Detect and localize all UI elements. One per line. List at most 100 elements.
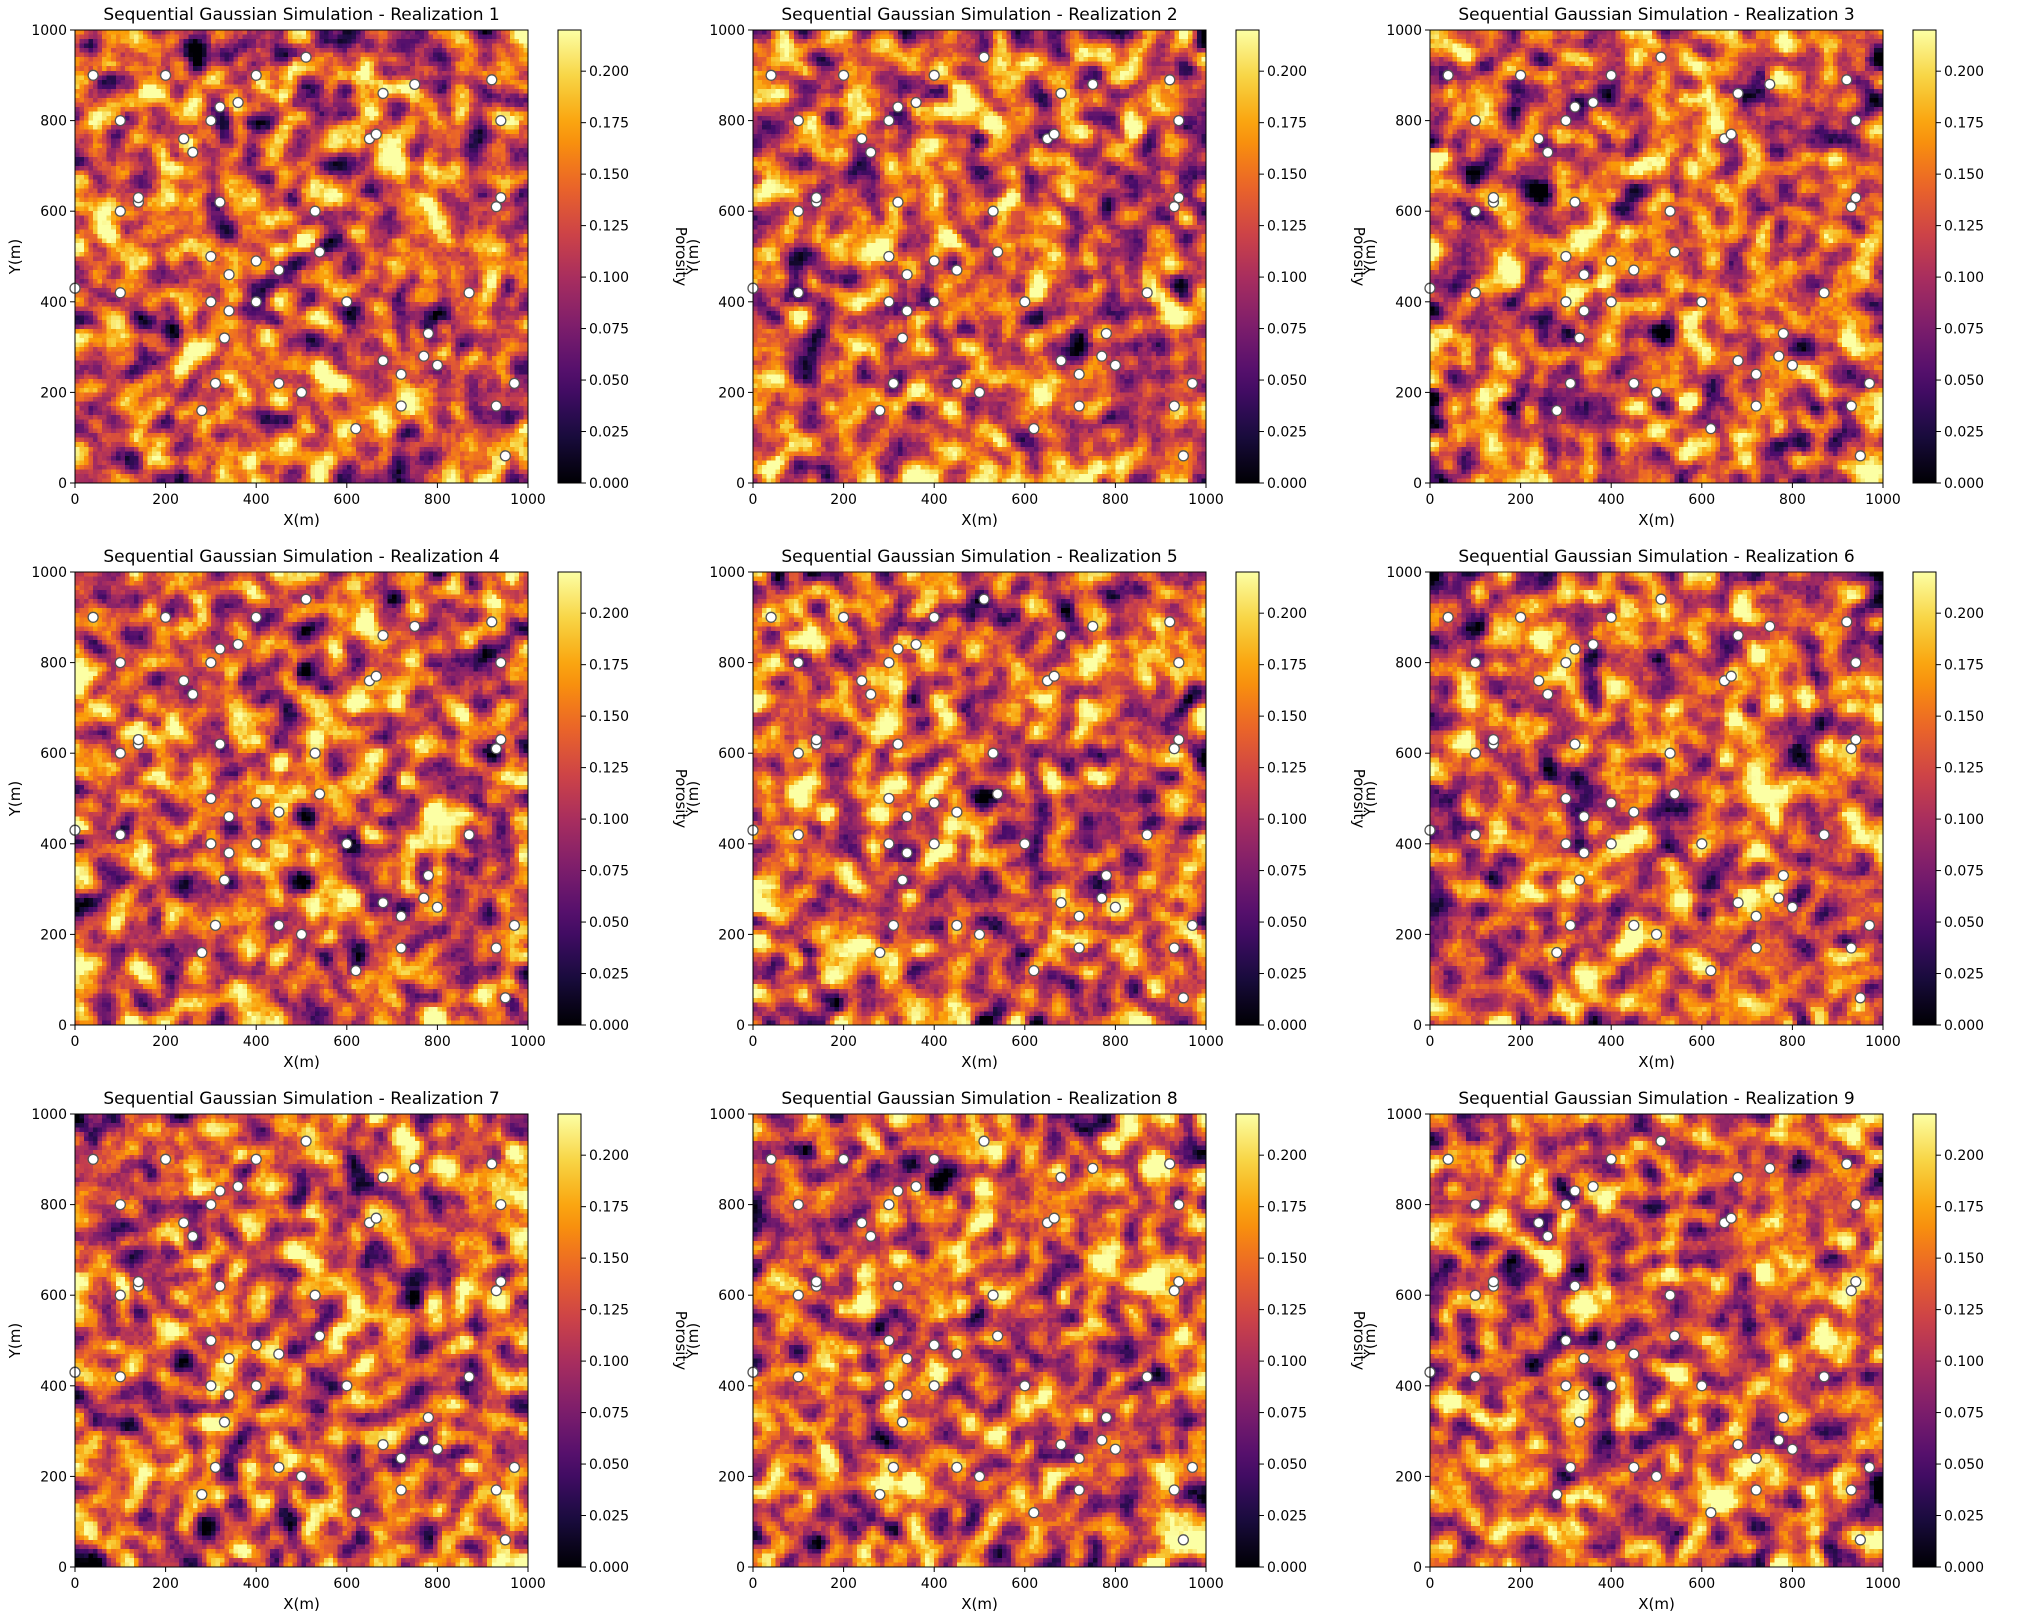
y-tick-label: 200 — [718, 385, 745, 401]
well-point — [910, 638, 922, 651]
heatmap-image — [753, 30, 1206, 483]
colorbar-frame — [1912, 571, 1937, 1026]
well-point — [1560, 792, 1572, 805]
well-point — [1750, 400, 1762, 412]
well-point — [896, 1416, 909, 1428]
colorbar-tick-label: 0.100 — [1944, 812, 1984, 828]
x-tick-label: 0 — [71, 1034, 80, 1050]
well-point — [159, 69, 172, 81]
well-point — [1100, 327, 1112, 340]
x-tick-label: 0 — [749, 1034, 758, 1050]
well-point — [205, 114, 217, 127]
x-tick-label: 0 — [1426, 1576, 1435, 1592]
x-tick-label: 200 — [152, 1576, 179, 1592]
well-point — [377, 1171, 389, 1184]
well-point — [273, 806, 285, 818]
well-point — [250, 1380, 262, 1392]
colorbar-tick-label: 0.200 — [1944, 64, 1984, 80]
chart-title: Sequential Gaussian Simulation - Realiza… — [103, 5, 499, 25]
well-point — [1850, 1198, 1862, 1211]
well-point — [978, 51, 990, 63]
well-point — [883, 1334, 895, 1347]
well-point — [1560, 296, 1572, 308]
x-tick-label: 600 — [1011, 492, 1038, 508]
colorbar-tick-label: 0.000 — [1267, 476, 1307, 492]
well-point — [1850, 733, 1862, 746]
well-point — [1055, 629, 1067, 642]
well-point — [928, 255, 940, 267]
well-point — [1100, 869, 1112, 882]
chart-title: Sequential Gaussian Simulation - Realiza… — [1458, 5, 1854, 25]
well-point — [1854, 1534, 1866, 1546]
well-point — [395, 942, 407, 954]
colorbar-gradient — [1913, 572, 1936, 1025]
well-point — [486, 1158, 498, 1170]
well-point — [951, 377, 963, 389]
well-point — [1850, 1275, 1862, 1288]
well-point — [1442, 69, 1454, 81]
well-point — [1750, 1484, 1762, 1496]
well-point — [1469, 1371, 1481, 1383]
well-point — [951, 1348, 963, 1360]
well-point — [132, 733, 145, 746]
well-point — [856, 675, 868, 687]
x-tick-label: 1000 — [510, 1576, 546, 1592]
x-tick-label: 200 — [1507, 492, 1534, 508]
plot-frame — [74, 1113, 529, 1568]
well-point — [887, 1461, 900, 1473]
well-point — [273, 264, 285, 276]
colorbar-tick-label: 0.200 — [589, 1148, 629, 1164]
well-point — [377, 897, 389, 909]
well-point — [928, 69, 940, 81]
y-tick-label: 800 — [718, 114, 745, 130]
well-point — [1845, 743, 1857, 755]
well-point — [883, 250, 895, 263]
well-point — [295, 386, 308, 399]
chart-title: Sequential Gaussian Simulation - Realiza… — [781, 547, 1177, 567]
well-point — [896, 874, 909, 886]
well-point — [422, 327, 434, 340]
well-point — [1469, 747, 1481, 759]
well-point — [508, 1461, 521, 1473]
well-point — [1533, 675, 1545, 687]
well-point — [1863, 919, 1876, 931]
y-tick-label: 0 — [58, 1560, 67, 1576]
well-point — [309, 747, 321, 759]
x-tick-label: 400 — [921, 492, 948, 508]
well-point — [1073, 400, 1085, 412]
y-tick-label: 200 — [718, 1469, 745, 1485]
well-point — [490, 201, 502, 213]
colorbar-tick-label: 0.175 — [1267, 1200, 1307, 1216]
well-point — [250, 255, 262, 267]
colorbar-frame — [1235, 29, 1260, 484]
well-point — [1764, 1162, 1776, 1175]
well-point — [1569, 1280, 1581, 1292]
y-axis-label: Y(m) — [6, 239, 24, 275]
x-tick-label: 1000 — [510, 492, 546, 508]
x-axis-label: X(m) — [283, 1595, 320, 1613]
well-point — [377, 87, 389, 100]
colorbar-tick-label: 0.175 — [1944, 658, 1984, 674]
well-point — [1628, 1348, 1640, 1360]
colorbar-tick-label: 0.075 — [1267, 864, 1307, 880]
y-tick-label: 800 — [40, 114, 67, 130]
colorbar-tick-label: 0.175 — [589, 1200, 629, 1216]
well-point — [792, 1371, 804, 1383]
colorbar-tick-label: 0.050 — [1944, 915, 1984, 931]
colorbar-tick-label: 0.175 — [1267, 116, 1307, 132]
x-tick-label: 0 — [1426, 492, 1435, 508]
well-point — [395, 400, 407, 412]
well-point — [114, 747, 126, 759]
well-point — [209, 1461, 222, 1473]
well-point — [928, 1153, 940, 1165]
well-point — [159, 1153, 172, 1165]
x-tick-label: 400 — [1598, 1034, 1625, 1050]
y-tick-label: 800 — [40, 1198, 67, 1214]
well-point — [223, 305, 235, 317]
colorbar: 0.000 0.025 0.050 0.075 0.100 0.125 0.150 0.175… — [557, 1113, 690, 1576]
colorbar: 0.000 0.025 0.050 0.075 0.100 0.125 0.150 0.175… — [1235, 571, 1368, 1034]
x-tick-label: 600 — [333, 492, 360, 508]
colorbar-tick-label: 0.200 — [1944, 606, 1984, 622]
well-point — [370, 1212, 382, 1224]
well-point — [1850, 656, 1862, 669]
